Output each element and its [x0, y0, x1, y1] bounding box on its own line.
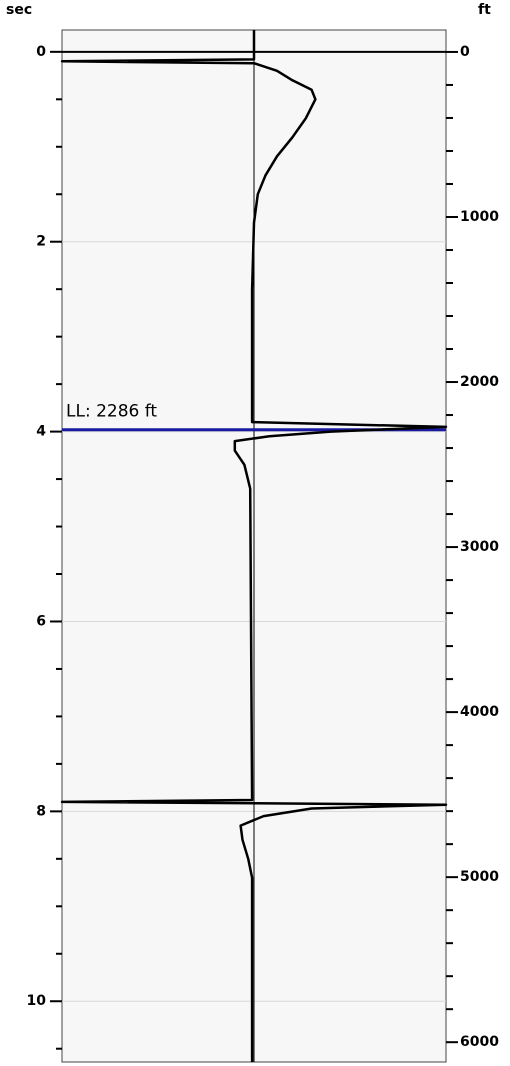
waveform: [60, 30, 448, 1062]
y2-axis-label: ft: [478, 2, 491, 18]
liquid-level-label: LL: 2286 ft: [66, 402, 157, 422]
y-tick-label: 10: [27, 993, 47, 1009]
y-tick-label: 4: [36, 424, 46, 440]
y2-tick-label: 1000: [460, 209, 499, 225]
y-axis-label: sec: [6, 2, 32, 18]
y2-tick-label: 6000: [460, 1034, 499, 1050]
y2-tick-label: 3000: [460, 539, 499, 555]
y-tick-label: 8: [36, 803, 46, 819]
y-tick-label: 6: [36, 613, 46, 629]
y-tick-label: 2: [36, 234, 46, 250]
y2-tick-label: 0: [460, 44, 470, 60]
y2-tick-label: 2000: [460, 374, 499, 390]
y2-tick-label: 5000: [460, 869, 499, 885]
y2-tick-label: 4000: [460, 704, 499, 720]
y-tick-label: 0: [36, 44, 46, 60]
